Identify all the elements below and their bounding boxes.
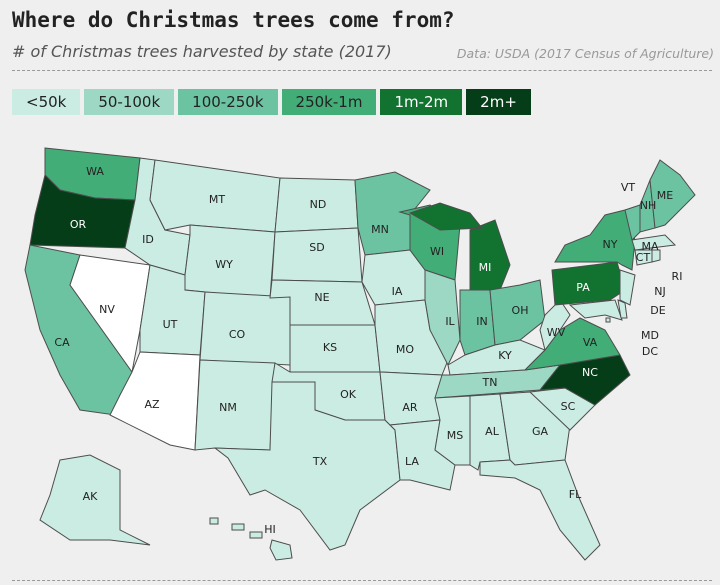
- state-label: NJ: [654, 285, 665, 298]
- state-label: HI: [264, 523, 276, 536]
- state: [479, 459, 601, 561]
- state-label: MS: [447, 429, 463, 442]
- state-label: TN: [482, 376, 498, 389]
- state-label: WY: [215, 258, 233, 271]
- state-label: TX: [312, 455, 328, 468]
- state-label: IA: [392, 285, 403, 298]
- state: [551, 261, 626, 306]
- state-label: LA: [405, 455, 419, 468]
- state-label: DC: [642, 345, 658, 358]
- legend-item: 100-250k: [178, 89, 278, 115]
- state-label: AZ: [144, 398, 160, 411]
- state-label: MT: [209, 193, 225, 206]
- state-label: ND: [310, 198, 327, 211]
- state-label: CA: [54, 336, 70, 349]
- divider: [12, 70, 712, 71]
- state-label: MA: [641, 240, 658, 253]
- state: [605, 317, 611, 323]
- state-label: GA: [532, 425, 549, 438]
- state-label: IL: [445, 315, 455, 328]
- state-label: NE: [314, 291, 329, 304]
- state: [619, 269, 636, 306]
- state: [539, 299, 571, 352]
- state-label: DE: [650, 304, 665, 317]
- title: Where do Christmas trees come from?: [12, 8, 455, 32]
- state-label: ME: [657, 189, 673, 202]
- state-label: ID: [142, 233, 154, 246]
- state: [271, 227, 363, 283]
- state: [554, 209, 636, 271]
- state-label: MD: [641, 329, 659, 342]
- source: Data: USDA (2017 Census of Agriculture): [456, 46, 714, 61]
- state-label: WI: [430, 245, 444, 258]
- state-label: OK: [340, 388, 357, 401]
- state-label: NM: [219, 401, 237, 414]
- state-label: UT: [163, 318, 178, 331]
- state: [617, 299, 628, 319]
- state-label: WV: [547, 326, 566, 339]
- state-label: OR: [70, 218, 87, 231]
- state: [209, 517, 293, 561]
- state-label: KS: [323, 341, 337, 354]
- state-label: CT: [636, 251, 651, 264]
- state-label: NY: [603, 238, 618, 251]
- state: [379, 371, 443, 426]
- state-label: VT: [621, 181, 636, 194]
- state-label: MN: [371, 223, 389, 236]
- state-label: AL: [485, 425, 500, 438]
- state: [649, 159, 696, 229]
- state-label: CO: [229, 328, 246, 341]
- state: [631, 234, 677, 251]
- state: [69, 254, 151, 374]
- subtitle: # of Christmas trees harvested by state …: [12, 42, 392, 61]
- legend-item: 1m-2m: [380, 89, 463, 115]
- state-label: SD: [309, 241, 324, 254]
- state-label: WA: [86, 165, 104, 178]
- legend-item: 250k-1m: [281, 89, 377, 115]
- state-label: PA: [576, 281, 590, 294]
- state: [568, 299, 623, 321]
- state-label: IN: [476, 315, 487, 328]
- state-label: VA: [583, 336, 598, 349]
- state-label: KY: [498, 349, 512, 362]
- state: [408, 202, 511, 291]
- state-label: MO: [396, 343, 414, 356]
- divider: [12, 580, 712, 581]
- state-label: FL: [569, 488, 582, 501]
- legend-item: 2m+: [466, 89, 531, 115]
- legend-item: <50k: [12, 89, 81, 115]
- legend: <50k 50-100k 100-250k 250k-1m 1m-2m 2m+: [12, 89, 531, 115]
- state-label: MI: [479, 261, 492, 274]
- state-label: RI: [672, 270, 683, 283]
- state-label: NV: [99, 303, 115, 316]
- state-label: OH: [512, 304, 529, 317]
- state-label: AR: [402, 401, 418, 414]
- legend-item: 50-100k: [84, 89, 175, 115]
- state: [39, 454, 151, 546]
- state-label: SC: [561, 400, 576, 413]
- state-label: NH: [640, 199, 657, 212]
- state: [651, 249, 661, 263]
- state-label: AK: [83, 490, 99, 503]
- state-label: NC: [582, 366, 598, 379]
- state: [213, 381, 401, 551]
